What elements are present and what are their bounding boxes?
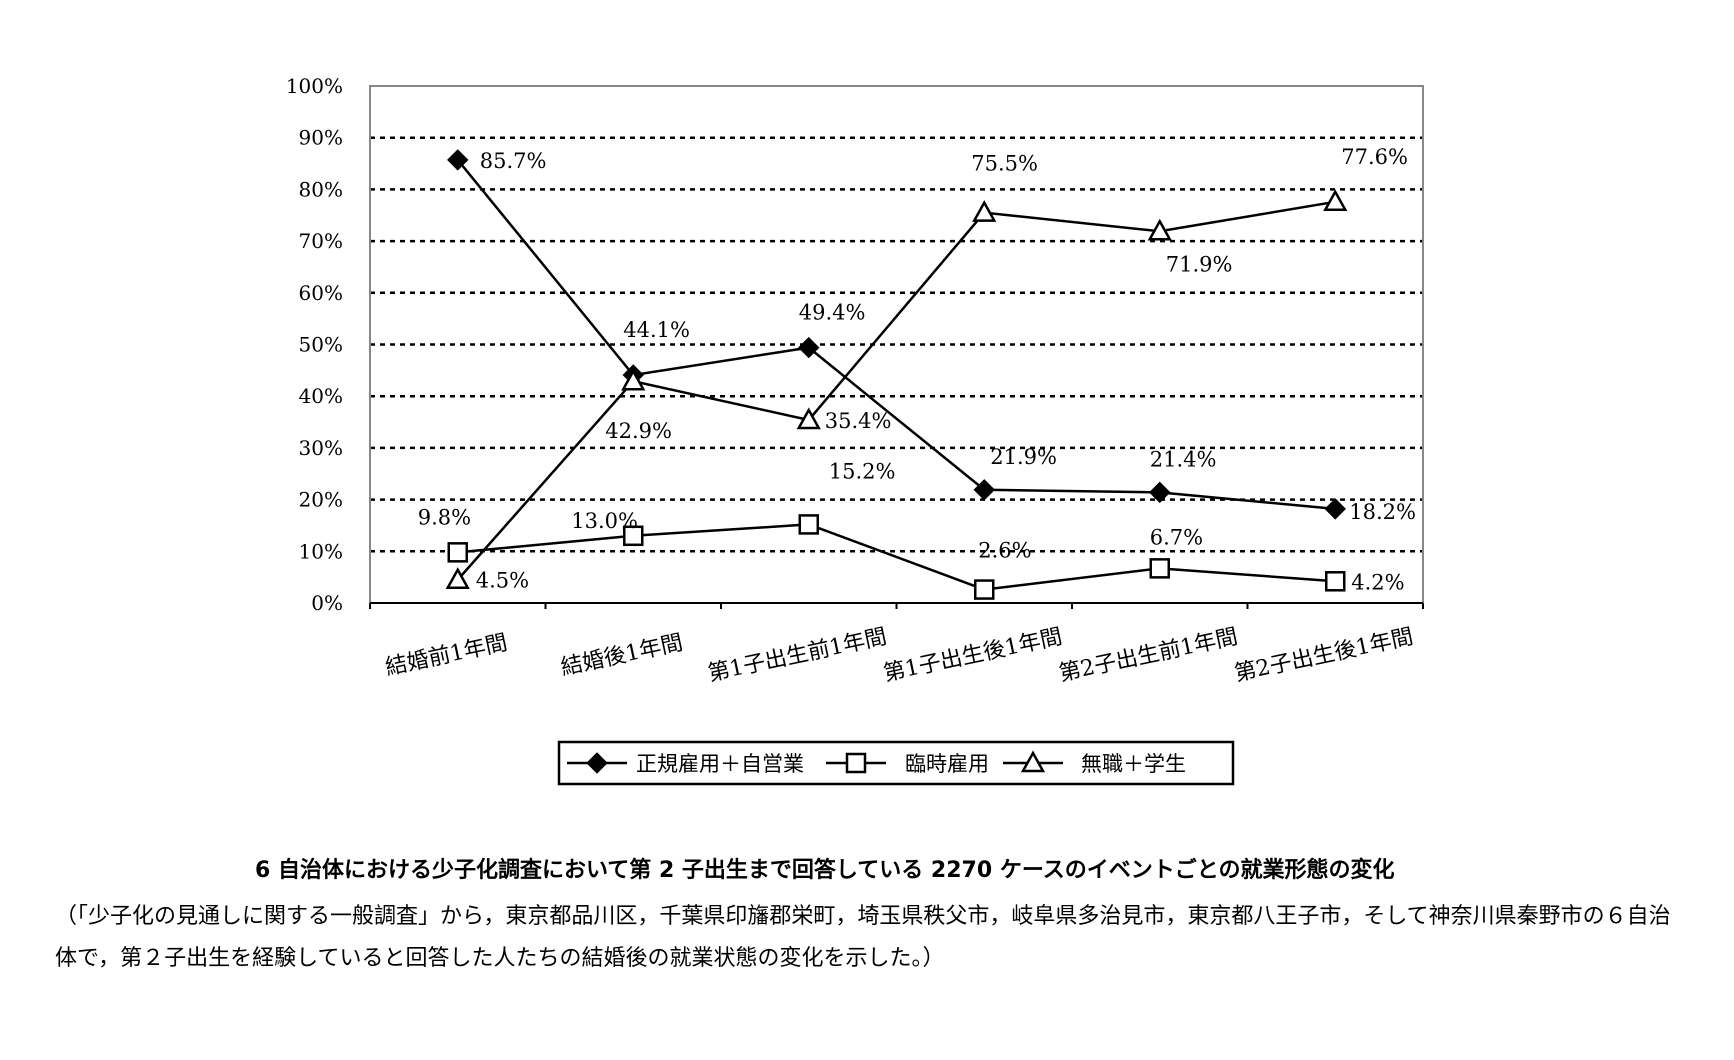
data-label: 71.9% [1166, 252, 1233, 276]
y-tick-label: 20% [299, 488, 343, 512]
y-tick-label: 100% [286, 74, 343, 98]
data-label: 4.5% [476, 569, 529, 593]
diamond-marker [447, 149, 469, 171]
data-label: 85.7% [480, 149, 547, 173]
data-label: 6.7% [1150, 525, 1203, 549]
data-label: 21.4% [1150, 447, 1217, 471]
y-tick-label: 40% [299, 384, 343, 408]
legend-label: 正規雇用＋自営業 [636, 752, 804, 776]
diamond-marker [798, 336, 820, 359]
gridlines [370, 136, 1423, 553]
data-labels: 85.7% 44.1% 49.4% 21.9% 21.4% 18.2% 9.8% 13.0% 1… [418, 145, 1416, 594]
y-tick-label: 0% [311, 591, 343, 615]
data-label: 35.4% [825, 409, 892, 433]
series-line [457, 523, 1336, 591]
y-tick-label: 50% [299, 333, 343, 357]
data-label: 18.2% [1349, 500, 1416, 524]
triangle-marker [1323, 189, 1348, 212]
square-marker [447, 542, 468, 563]
series-group [445, 149, 1348, 600]
data-label: 77.6% [1341, 145, 1408, 169]
caption-note: （「少子化の見通しに関する一般調査」から，東京都品川区，千葉県印旛郡栄町，埼玉県… [55, 904, 1671, 971]
y-tick-label: 60% [299, 281, 343, 305]
data-label: 15.2% [829, 459, 896, 483]
triangle-marker [1147, 218, 1172, 241]
x-category-label: 第1子出生後1年間 [881, 624, 1064, 686]
data-label: 4.2% [1351, 570, 1404, 594]
legend-square-marker [845, 752, 867, 774]
x-axis-category-labels: 結婚前1年間 結婚後1年間 第1子出生前1年間第1子出生後1年間第2子出生前1年間第… [383, 624, 1415, 686]
y-tick-label: 30% [299, 436, 343, 460]
square-marker [623, 525, 644, 547]
x-category-label: 第2子出生前1年間 [1057, 624, 1240, 686]
y-tick-label: 10% [299, 539, 343, 563]
x-category-label: 結婚後1年間 [559, 631, 685, 681]
caption-title: 6 自治体における少子化調査において第 2 子出生まで回答している 2270 ケ… [255, 858, 1395, 883]
legend-diamond-marker [586, 752, 608, 774]
diamond-marker [973, 479, 995, 501]
data-label: 2.6% [978, 539, 1031, 563]
series-line [456, 200, 1336, 581]
diamond-marker [1324, 498, 1346, 520]
y-axis-tick-labels: 0% 10% 20% 30% 40% 50% 60% 70% 80% 90% 100% [286, 74, 343, 615]
legend-triangle-marker [1020, 750, 1046, 773]
data-label: 13.0% [571, 509, 638, 533]
y-tick-label: 90% [299, 126, 343, 150]
data-label: 49.4% [799, 301, 866, 325]
legend-frame [557, 740, 1235, 786]
triangle-marker [972, 200, 997, 222]
y-tick-label: 80% [299, 177, 343, 201]
x-axis-ticks [369, 603, 1424, 609]
legend-label: 臨時雇用 [905, 752, 989, 776]
legend-label: 無職＋学生 [1081, 752, 1186, 776]
data-label: 75.5% [971, 152, 1038, 176]
data-label: 9.8% [418, 505, 471, 529]
line-chart: 0% 10% 20% 30% 40% 50% 60% 70% 80% 90% 100% 結婚前1年間… [286, 74, 1424, 786]
x-category-label: 第1子出生前1年間 [706, 624, 889, 686]
series-line [456, 159, 1336, 511]
x-category-label: 第2子出生後1年間 [1232, 624, 1415, 686]
square-marker [1149, 558, 1170, 579]
data-label: 21.9% [990, 445, 1057, 469]
square-marker [798, 514, 819, 535]
diamond-marker [1149, 481, 1171, 504]
triangle-marker [445, 567, 470, 589]
y-tick-label: 70% [299, 229, 343, 253]
legend: 正規雇用＋自営業 臨時雇用 無職＋学生 [557, 740, 1235, 786]
x-category-label: 結婚前1年間 [383, 631, 509, 681]
square-marker [974, 579, 995, 600]
data-label: 44.1% [623, 318, 690, 342]
triangle-marker [621, 368, 646, 391]
triangle-marker [796, 407, 821, 430]
data-label: 42.9% [605, 419, 672, 443]
square-marker [1325, 571, 1346, 592]
